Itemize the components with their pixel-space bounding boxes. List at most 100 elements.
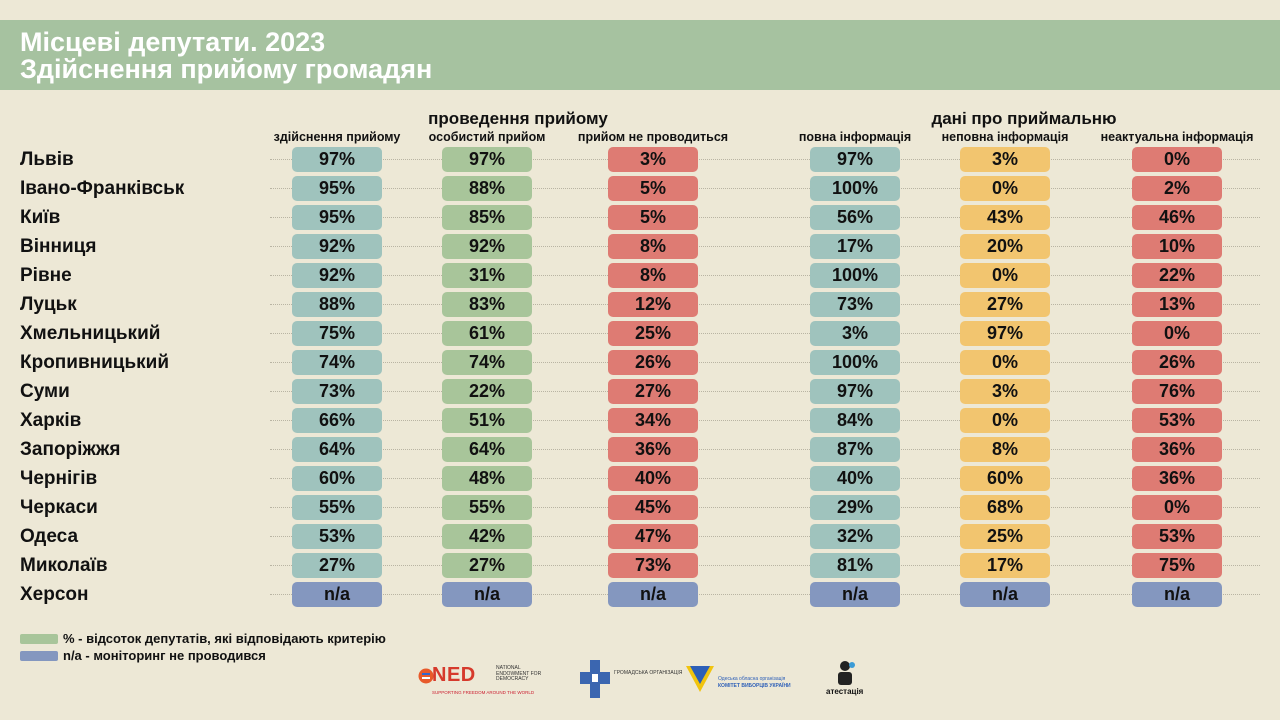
table-row: Хмельницький 75% 61% 25% 3% 97% 0%	[0, 319, 1280, 348]
ned-subtitle: NATIONAL ENDOWMENT FOR DEMOCRACY	[496, 665, 542, 682]
column-header: неповна інформація	[941, 130, 1069, 144]
value-cell: 87%	[810, 437, 900, 462]
group-label-office-data: дані про приймальню	[931, 109, 1117, 128]
value-cell: 36%	[608, 437, 698, 462]
value-cell: 3%	[960, 147, 1050, 172]
value-cell: 66%	[292, 408, 382, 433]
value-cell: 36%	[1132, 466, 1222, 491]
value-cell: 100%	[810, 350, 900, 375]
row-divider	[270, 420, 1260, 421]
value-cell: 22%	[1132, 263, 1222, 288]
ned-flag-icon	[418, 668, 434, 684]
value-cell: 97%	[810, 379, 900, 404]
city-label: Одеса	[20, 526, 79, 547]
value-cell: 5%	[608, 205, 698, 230]
table-row: Черкаси 55% 55% 45% 29% 68% 0%	[0, 493, 1280, 522]
value-cell: 25%	[608, 321, 698, 346]
table-row: Київ 95% 85% 5% 56% 43% 46%	[0, 203, 1280, 232]
header-band: Місцеві депутати. 2023 Здійснення прийом…	[0, 20, 1280, 90]
civic-org-logo: ГРОМАДСЬКА ОРГАНІЗАЦІЯ	[580, 660, 682, 700]
city-label: Хмельницький	[20, 323, 161, 344]
value-cell: 85%	[442, 205, 532, 230]
value-cell: 73%	[608, 553, 698, 578]
value-cell: 0%	[1132, 147, 1222, 172]
value-cell: 74%	[442, 350, 532, 375]
civic-org-text: ГРОМАДСЬКА ОРГАНІЗАЦІЯ	[614, 670, 683, 676]
table-row: Запоріжжя 64% 64% 36% 87% 8% 36%	[0, 435, 1280, 464]
value-cell: 3%	[960, 379, 1050, 404]
row-divider	[270, 507, 1260, 508]
row-divider	[270, 304, 1260, 305]
value-cell: 0%	[960, 408, 1050, 433]
value-cell: 100%	[810, 176, 900, 201]
ned-logo: NED NATIONAL ENDOWMENT FOR DEMOCRACY SUP…	[418, 664, 541, 698]
person-icon	[838, 661, 855, 685]
value-cell: 0%	[1132, 495, 1222, 520]
table-row: Рівне 92% 31% 8% 100% 0% 22%	[0, 261, 1280, 290]
city-label: Львів	[20, 149, 74, 170]
value-cell: 10%	[1132, 234, 1222, 259]
value-cell: 8%	[608, 263, 698, 288]
value-cell: 73%	[810, 292, 900, 317]
table-row: Одеса 53% 42% 47% 32% 25% 53%	[0, 522, 1280, 551]
table-row: Миколаїв 27% 27% 73% 81% 17% 75%	[0, 551, 1280, 580]
value-cell: 3%	[608, 147, 698, 172]
value-cell: 75%	[1132, 553, 1222, 578]
city-label: Рівне	[20, 265, 72, 286]
value-cell: 92%	[442, 234, 532, 259]
value-cell: 36%	[1132, 437, 1222, 462]
cvu-text-line2: КОМІТЕТ ВИБОРЦІВ УКРАЇНИ	[718, 683, 791, 689]
value-cell: 48%	[442, 466, 532, 491]
city-label: Черкаси	[20, 497, 98, 518]
value-cell: 92%	[292, 234, 382, 259]
value-cell: 2%	[1132, 176, 1222, 201]
atestatsiia-text: атестація	[826, 687, 864, 696]
value-cell: 55%	[442, 495, 532, 520]
ned-wordmark: NED	[432, 664, 476, 686]
row-divider	[270, 217, 1260, 218]
value-cell: 20%	[960, 234, 1050, 259]
row-divider	[270, 159, 1260, 160]
value-cell: 68%	[960, 495, 1050, 520]
row-divider	[270, 188, 1260, 189]
value-cell: 92%	[292, 263, 382, 288]
value-cell: 8%	[960, 437, 1050, 462]
value-cell: 5%	[608, 176, 698, 201]
row-divider	[270, 275, 1260, 276]
cross-icon	[580, 660, 610, 698]
column-header: неактуальна інформація	[1100, 130, 1254, 144]
value-cell: 97%	[810, 147, 900, 172]
value-cell: 60%	[960, 466, 1050, 491]
value-cell: 53%	[1132, 524, 1222, 549]
value-cell: 40%	[608, 466, 698, 491]
value-cell: 53%	[1132, 408, 1222, 433]
value-cell: 17%	[810, 234, 900, 259]
city-label: Харків	[20, 410, 82, 431]
value-cell: n/a	[608, 582, 698, 607]
value-cell: 53%	[292, 524, 382, 549]
value-cell: 83%	[442, 292, 532, 317]
city-label: Київ	[20, 207, 61, 228]
cvu-emblem-icon	[686, 666, 714, 692]
column-header: прийом не проводиться	[577, 130, 729, 144]
page-subtitle: Здійснення прийому громадян	[20, 54, 433, 84]
value-cell: 88%	[292, 292, 382, 317]
cvu-logo: Одеська обласна організація КОМІТЕТ ВИБО…	[684, 662, 794, 698]
value-cell: 26%	[608, 350, 698, 375]
value-cell: 76%	[1132, 379, 1222, 404]
value-cell: 100%	[810, 263, 900, 288]
value-cell: 64%	[442, 437, 532, 462]
page-title: Місцеві депутати. 2023	[20, 27, 326, 57]
value-cell: n/a	[1132, 582, 1222, 607]
value-cell: 17%	[960, 553, 1050, 578]
row-divider	[270, 478, 1260, 479]
city-label: Суми	[20, 381, 70, 402]
value-cell: n/a	[292, 582, 382, 607]
legend-item: n/a - моніторинг не проводився	[20, 649, 420, 663]
legend-text: % - відсоток депутатів, які відповідають…	[63, 631, 386, 646]
value-cell: 60%	[292, 466, 382, 491]
value-cell: 84%	[810, 408, 900, 433]
value-cell: 0%	[1132, 321, 1222, 346]
value-cell: 27%	[608, 379, 698, 404]
value-cell: 34%	[608, 408, 698, 433]
